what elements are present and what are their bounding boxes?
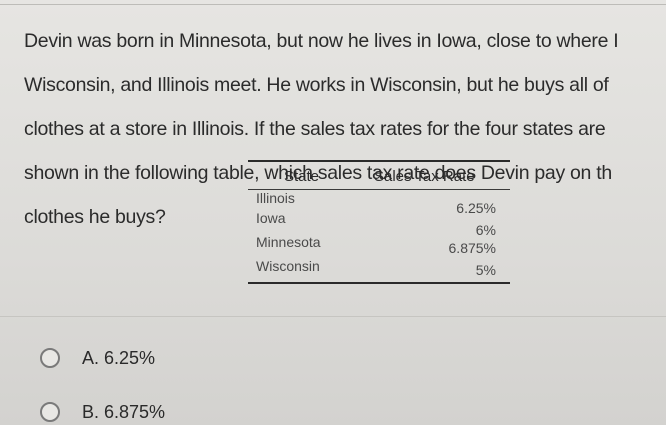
table-top-rule [248,160,510,162]
table-cell-state: Wisconsin [256,258,320,274]
table-cell-state: Iowa [256,210,286,226]
question-line: shown in the following table, which sale… [24,162,612,184]
question-text: Devin was born in Minnesota, but now he … [24,8,664,250]
table-cell-rate: 6.25% [456,200,496,216]
question-line: clothes he buys? [24,206,166,228]
section-divider [0,316,666,317]
question-line: Devin was born in Minnesota, but now he … [24,30,619,52]
choice-a-label: A. 6.25% [82,347,156,368]
table-cell-rate: 6% [475,222,496,238]
table-cell-rate: 6.875% [448,240,496,256]
table-header-rate: Sales Tax Rate [374,168,475,185]
table-header-rule [248,189,510,190]
question-line: Wisconsin, and Illinois meet. He works i… [24,74,609,96]
table-header-state: State [284,168,320,185]
table-cell-state: Illinois [256,190,295,206]
table-cell-rate: 5% [475,262,496,278]
choice-b-label: B. 6.875% [82,401,166,422]
question-line: clothes at a store in Illinois. If the s… [24,118,606,140]
radio-button-a[interactable] [40,348,60,368]
radio-button-b[interactable] [40,402,60,422]
table-cell-state: Minnesota [256,234,321,250]
choice-b[interactable]: B. 6.875% [40,399,165,425]
top-divider [0,4,666,5]
table-bottom-rule [248,282,510,284]
choice-a[interactable]: A. 6.25% [40,345,155,371]
